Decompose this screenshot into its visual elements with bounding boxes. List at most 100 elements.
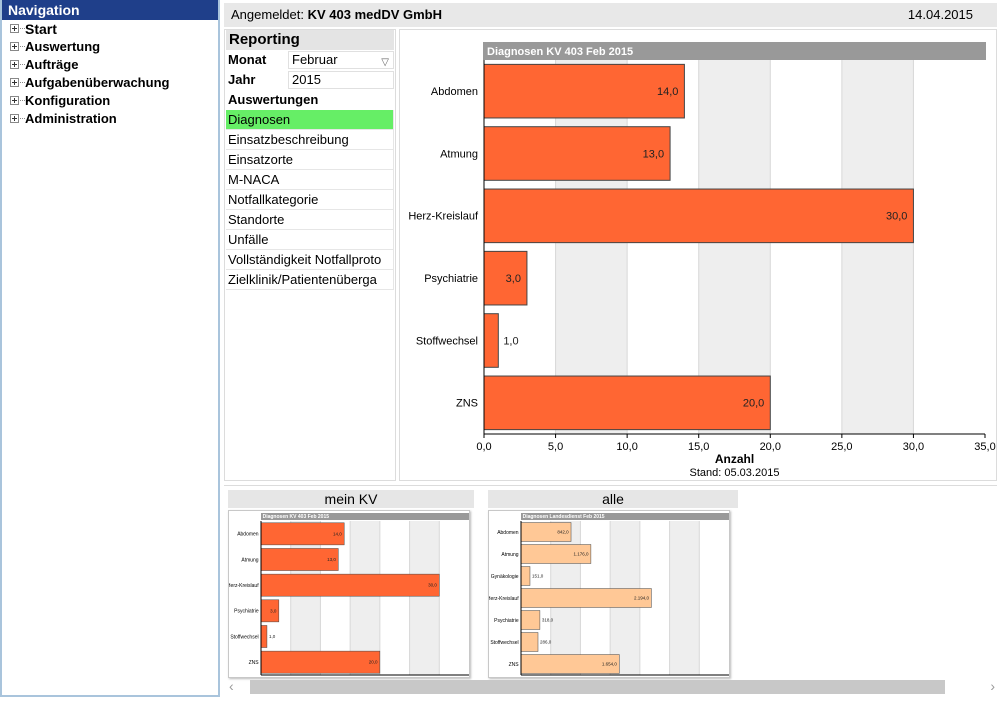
- report-item[interactable]: Zielklinik/Patientenüberga: [226, 270, 394, 290]
- month-row: Monat Februar ▽: [226, 50, 394, 70]
- chart-title: Diagnosen Landesdienst Feb 2015: [523, 514, 605, 520]
- chart-bar: [260, 573, 440, 597]
- nav-item-label: Start: [25, 21, 57, 37]
- data-label: 286,0: [540, 640, 552, 645]
- reports-list: Diagnosen Einsatzbeschreibung Einsatzorte M…: [226, 110, 394, 290]
- main-chart-panel: Diagnosen KV 403 Feb 2015 Abdomen 14,0 Atmu…: [399, 29, 997, 481]
- grid-band: [698, 60, 771, 434]
- nav-item-auftraege[interactable]: Aufträge: [2, 56, 218, 74]
- chart-bar: [483, 188, 914, 244]
- data-label: 13,0: [327, 557, 336, 562]
- x-tick-label: 20,0: [760, 441, 781, 453]
- data-label: 30,0: [886, 211, 907, 223]
- data-label: 14,0: [657, 86, 678, 98]
- month-select[interactable]: Februar ▽: [288, 51, 394, 69]
- category-label: Herz-Kreislauf: [489, 596, 519, 602]
- category-label: Abdomen: [237, 532, 259, 538]
- expand-plus-icon[interactable]: [10, 114, 25, 123]
- category-label: Psychiatrie: [424, 273, 478, 285]
- expand-plus-icon[interactable]: [10, 78, 25, 87]
- x-tick-label: 10,0: [616, 441, 637, 453]
- nav-item-auswertung[interactable]: Auswertung: [2, 38, 218, 56]
- scrollbar-thumb[interactable]: [250, 680, 945, 694]
- horizontal-scrollbar[interactable]: ‹ ›: [226, 678, 997, 696]
- scroll-right-icon[interactable]: ›: [990, 678, 995, 694]
- grid-band: [669, 521, 700, 675]
- nav-item-konfiguration[interactable]: Konfiguration: [2, 92, 218, 110]
- report-item[interactable]: M-NACA: [226, 170, 394, 190]
- header-bar: Angemeldet: KV 403 medDV GmbH 14.04.2015: [224, 3, 997, 27]
- chart-bar: [260, 625, 268, 648]
- x-tick-label: 35,0: [974, 441, 995, 453]
- chart-title-bar: [261, 513, 469, 520]
- category-label: Atmung: [501, 552, 518, 558]
- report-item[interactable]: Diagnosen: [226, 110, 394, 130]
- category-label: Abdomen: [497, 530, 519, 536]
- report-item[interactable]: Einsatzorte: [226, 150, 394, 170]
- chart-bar: [483, 313, 499, 368]
- report-item[interactable]: Unfälle: [226, 230, 394, 250]
- nav-item-label: Aufträge: [25, 57, 79, 72]
- nav-item-aufgabenueberwachung[interactable]: Aufgabenüberwachung: [2, 74, 218, 92]
- data-label: 1,0: [269, 634, 276, 639]
- chevron-down-icon: ▽: [381, 57, 389, 68]
- data-label: 3,0: [270, 608, 277, 613]
- year-row: Jahr 2015: [226, 70, 394, 90]
- grid-band: [770, 60, 842, 434]
- category-label: Psychiatrie: [494, 618, 519, 624]
- scroll-left-icon[interactable]: ‹: [229, 678, 234, 694]
- grid-band: [379, 521, 410, 675]
- thumbnail-mein-kv[interactable]: Diagnosen KV 403 Feb 2015 Abdomen 14,0 Atmu…: [227, 510, 470, 678]
- expand-plus-icon[interactable]: [10, 24, 25, 33]
- category-label: Abdomen: [431, 86, 478, 98]
- grid-band: [699, 521, 729, 675]
- report-item[interactable]: Einsatzbeschreibung: [226, 130, 394, 150]
- data-label: 14,0: [333, 531, 342, 536]
- grid-band: [261, 521, 291, 675]
- nav-item-label: Aufgabenüberwachung: [25, 75, 170, 90]
- nav-item-label: Konfiguration: [25, 93, 111, 108]
- login-info: Angemeldet: KV 403 medDV GmbH: [231, 3, 442, 27]
- expand-plus-icon[interactable]: [10, 96, 25, 105]
- grid-band: [484, 60, 556, 434]
- expand-plus-icon[interactable]: [10, 42, 25, 51]
- grid-band: [841, 60, 914, 434]
- user-name: KV 403 medDV GmbH: [307, 7, 442, 22]
- category-label: Atmung: [241, 557, 258, 563]
- year-input[interactable]: 2015: [288, 71, 394, 89]
- nav-item-start[interactable]: Start: [2, 20, 218, 38]
- expand-plus-icon[interactable]: [10, 60, 25, 69]
- chart-title-bar: [521, 513, 729, 520]
- category-label: Stoffwechsel: [490, 640, 518, 646]
- report-item[interactable]: Vollständigkeit Notfallproto: [226, 250, 394, 270]
- grid-band: [627, 60, 699, 434]
- grid-band: [290, 521, 321, 675]
- x-tick-label: 0,0: [476, 441, 491, 453]
- year-label: Jahr: [228, 72, 256, 87]
- chart-title-bar: [483, 42, 986, 60]
- nav-item-administration[interactable]: Administration: [2, 110, 218, 128]
- report-item[interactable]: Standorte: [226, 210, 394, 230]
- x-tick-label: 30,0: [903, 441, 924, 453]
- thumbnail-alle[interactable]: Diagnosen Landesdienst Feb 2015 Abdomen 84…: [487, 510, 730, 678]
- x-tick-label: 15,0: [688, 441, 709, 453]
- x-tick-label: 25,0: [831, 441, 852, 453]
- chart-bar: [260, 522, 345, 546]
- tab-mein-kv[interactable]: mein KV: [228, 490, 474, 508]
- category-label: Atmung: [440, 148, 478, 160]
- x-axis-label: Anzahl: [715, 452, 754, 466]
- navigation-panel: Navigation Start Auswertung Aufträge Aufgab…: [0, 0, 220, 697]
- main-diagnoses-chart: Diagnosen KV 403 Feb 2015 Abdomen 14,0 Atmu…: [408, 42, 996, 479]
- grid-band: [320, 521, 351, 675]
- chart-footnote: Stand: 05.03.2015: [690, 467, 780, 479]
- category-label: Gynäkologie: [491, 574, 519, 580]
- chart-bar: [483, 250, 528, 306]
- tab-alle[interactable]: alle: [488, 490, 738, 508]
- thumbnail-chart-mein-kv: Diagnosen KV 403 Feb 2015 Abdomen 14,0 Atmu…: [227, 513, 469, 676]
- navigation-title: Navigation: [2, 0, 218, 20]
- login-label: Angemeldet:: [231, 7, 304, 22]
- data-label: 2.194,0: [634, 596, 650, 601]
- category-label: Psychiatrie: [234, 609, 259, 615]
- data-label: 1.654,0: [602, 662, 618, 667]
- report-item[interactable]: Notfallkategorie: [226, 190, 394, 210]
